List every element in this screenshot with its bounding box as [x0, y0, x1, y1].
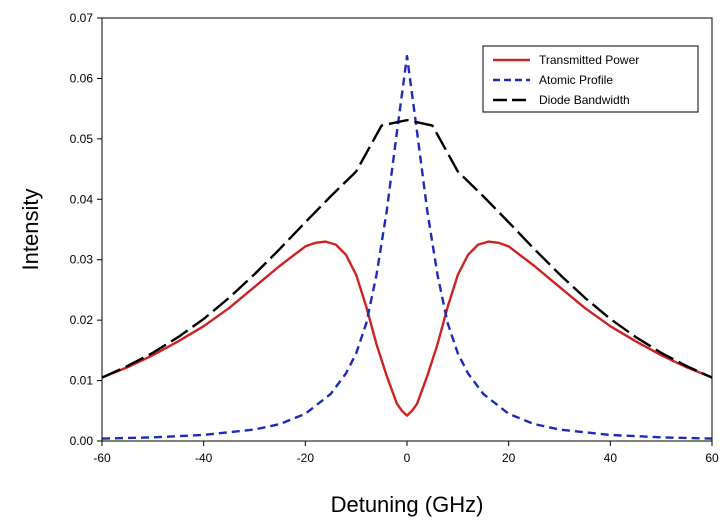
y-axis-title: Intensity — [18, 189, 43, 271]
y-tick-label: 0.07 — [70, 11, 94, 25]
series-layer — [101, 54, 713, 440]
legend: Transmitted Power Atomic Profile Diode Ban… — [482, 45, 699, 113]
x-tick-label: 20 — [502, 451, 516, 465]
x-tick-label: 60 — [705, 451, 719, 465]
y-tick-label: 0.06 — [70, 71, 94, 85]
series-line-transmitted-power — [101, 240, 713, 417]
x-axis-title: Detuning (GHz) — [331, 492, 484, 517]
y-tick-label: 0.03 — [70, 253, 94, 267]
y-tick-label: 0.01 — [70, 374, 94, 388]
series-line-diode-bandwidth — [101, 118, 713, 379]
legend-label: Atomic Profile — [539, 73, 613, 87]
ticks-layer: -60 -40 -20 0 20 40 60 0.00 0.01 0.02 0.03 0.04 0.05… — [70, 11, 719, 465]
x-tick-label: -60 — [93, 451, 111, 465]
legend-label: Transmitted Power — [539, 53, 639, 67]
x-tick-label: 0 — [404, 451, 411, 465]
x-tick-label: -40 — [195, 451, 213, 465]
y-tick-label: 0.05 — [70, 132, 94, 146]
y-tick-label: 0.00 — [70, 434, 94, 448]
legend-label: Diode Bandwidth — [539, 93, 630, 107]
y-tick-label: 0.04 — [70, 192, 94, 206]
x-tick-label: 40 — [604, 451, 618, 465]
series-line-atomic-profile — [101, 54, 713, 440]
y-tick-label: 0.02 — [70, 313, 94, 327]
x-tick-label: -20 — [297, 451, 315, 465]
